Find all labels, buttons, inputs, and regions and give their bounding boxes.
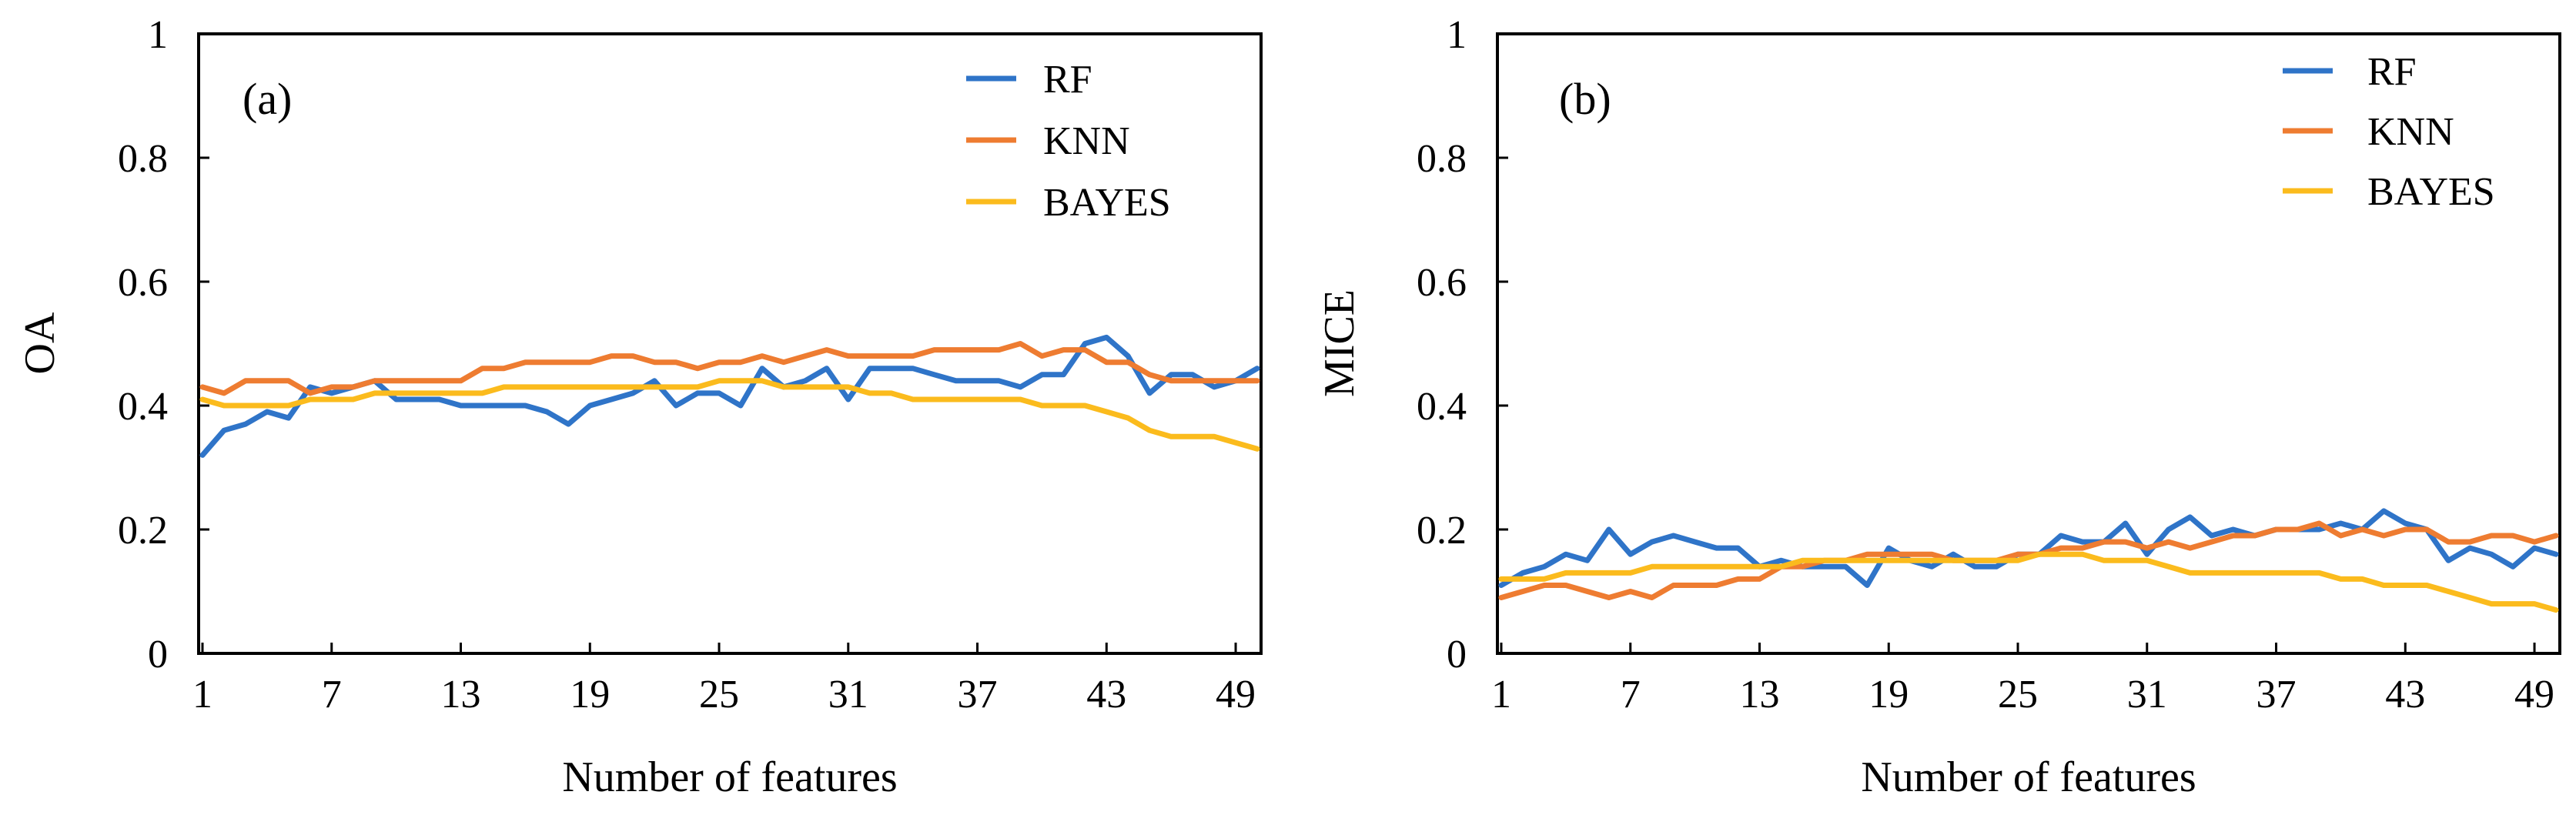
x-tick-label: 37 [958,673,998,716]
y-ticks: 0 0.2 0.4 0.6 0.8 1 [1417,13,1508,676]
y-tick-label: 0.8 [118,137,168,181]
x-tick-label: 43 [2385,673,2425,716]
series-line-knn [1498,520,2559,600]
y-tick-label: 0 [1447,633,1467,676]
x-tick-label: 19 [1868,673,1909,716]
y-tick-label: 0.8 [1417,137,1467,181]
x-tick-label: 49 [1216,673,1256,716]
x-ticks: 1 7 13 19 25 31 37 43 49 [192,643,1256,716]
chart-panel-a: (a) OA Number of features 1 7 13 19 25 31 37 43… [16,13,1263,801]
x-tick-label: 25 [699,673,739,716]
legend-label-knn: KNN [1043,119,1130,163]
x-tick-label: 7 [322,673,342,716]
x-tick-label: 31 [828,673,868,716]
y-tick-label: 1 [148,13,168,57]
x-tick-label: 13 [441,673,481,716]
x-tick-label: 7 [1621,673,1641,716]
y-tick-label: 0.4 [118,385,168,429]
x-axis-label: Number of features [1861,753,2196,801]
y-tick-label: 0.2 [118,509,168,553]
legend-label-rf: RF [1043,58,1092,102]
x-ticks: 1 7 13 19 25 31 37 43 49 [1491,643,2554,716]
x-tick-label: 13 [1740,673,1780,716]
y-tick-label: 0.2 [1417,509,1467,553]
x-tick-label: 1 [1491,673,1511,716]
legend-label-rf: RF [2367,50,2417,94]
x-tick-label: 25 [1998,673,2038,716]
series-line-knn [199,341,1260,396]
y-ticks: 0 0.2 0.4 0.6 0.8 1 [118,13,209,676]
legend: RF KNN BAYES [966,58,1171,225]
x-tick-label: 31 [2127,673,2167,716]
y-tick-label: 0 [148,633,168,676]
y-tick-label: 0.4 [1417,385,1467,429]
y-axis-label: OA [16,312,64,374]
series-line-bayes [199,378,1260,452]
x-tick-label: 1 [192,673,212,716]
panel-label: (b) [1559,74,1611,124]
series-lines [199,334,1260,458]
y-tick-label: 0.6 [1417,261,1467,305]
y-tick-label: 0.6 [118,261,168,305]
x-tick-label: 49 [2514,673,2554,716]
chart-panel-b: (b) MICE Number of features 1 7 13 19 25 31 37… [1316,13,2561,801]
legend-label-knn: KNN [2367,110,2454,154]
series-line-bayes [1498,551,2559,613]
series-lines [1498,508,2559,613]
x-tick-label: 43 [1086,673,1126,716]
legend-label-bayes: BAYES [2367,170,2495,214]
x-tick-label: 19 [570,673,610,716]
plot-frame [1496,32,2561,655]
x-axis-label: Number of features [562,753,897,801]
legend-label-bayes: BAYES [1043,181,1171,225]
series-line-rf [1498,508,2559,588]
y-tick-label: 1 [1447,13,1467,57]
legend: RF KNN BAYES [2283,50,2495,214]
x-tick-label: 37 [2257,673,2297,716]
plot-frame [197,32,1263,655]
y-axis-label: MICE [1316,289,1363,397]
panel-label: (a) [243,74,292,124]
